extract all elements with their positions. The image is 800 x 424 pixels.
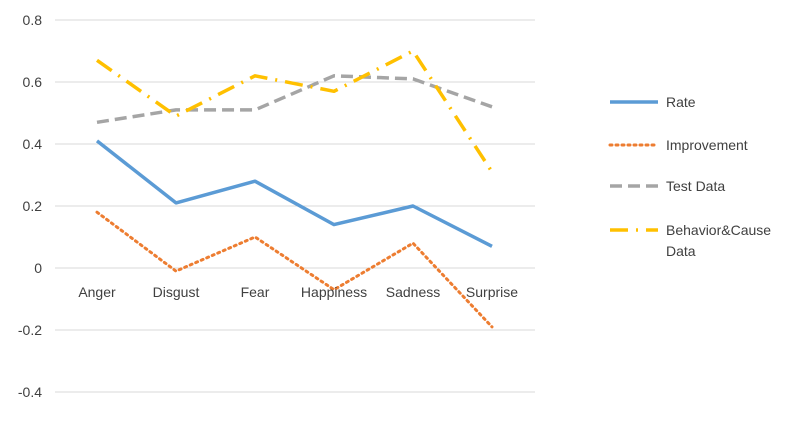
x-category-label: Sadness [386, 284, 440, 300]
y-tick-label: 0.8 [23, 12, 43, 28]
x-category-label: Surprise [466, 284, 518, 300]
legend-label: Data [666, 243, 696, 259]
series-line-rate [95, 139, 493, 248]
legend-label: Behavior&Cause [666, 222, 771, 238]
legend: Rate Improvement Test Data Behavior&Cause Da… [608, 94, 771, 259]
x-category-label: Happiness [301, 284, 367, 300]
series-line-improvement [95, 210, 494, 329]
x-category-label: Anger [78, 284, 116, 300]
series-line-test-data [96, 74, 493, 125]
x-axis-category-labels: Anger Disgust Fear Happiness Sadness Surprise [78, 284, 518, 300]
y-tick-label: 0.4 [23, 136, 43, 152]
legend-label: Test Data [666, 178, 725, 194]
legend-label: Rate [666, 94, 696, 110]
legend-label: Improvement [666, 137, 748, 153]
y-tick-label: -0.2 [18, 322, 42, 338]
series-lines [95, 49, 494, 329]
y-tick-label: 0.6 [23, 74, 43, 90]
x-category-label: Fear [241, 284, 270, 300]
y-tick-label: -0.4 [18, 384, 42, 400]
y-tick-label: 0.2 [23, 198, 43, 214]
y-axis-tick-labels: 0.8 0.6 0.4 0.2 0 -0.2 -0.4 [18, 12, 42, 400]
y-tick-label: 0 [34, 260, 42, 276]
x-category-label: Disgust [153, 284, 200, 300]
gridlines [55, 19, 535, 393]
series-line-behavior-cause-data [95, 49, 494, 173]
